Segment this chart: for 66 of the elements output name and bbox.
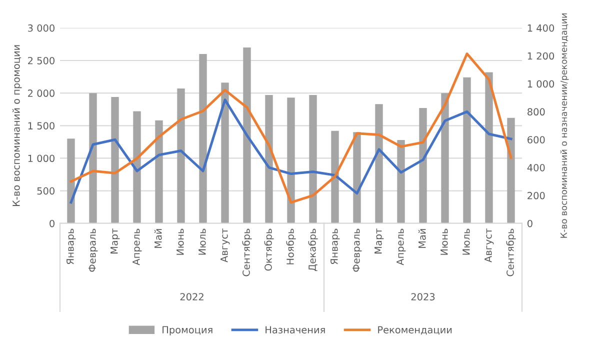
- x-tick-label: Август: [220, 228, 230, 262]
- x-tick-label: Январь: [66, 228, 76, 264]
- bar: [463, 77, 471, 224]
- x-tick-label: Март: [374, 228, 384, 254]
- legend-label: Назначения: [266, 326, 325, 334]
- y2-axis-title: К-во воспоминаний о назначении/рекомендации: [560, 13, 569, 238]
- bar: [419, 108, 427, 224]
- x-tick-label: Май: [418, 229, 426, 248]
- bar: [265, 95, 273, 224]
- x-tick-label: Декабрь: [308, 228, 318, 272]
- y2-tick-label: 800: [528, 108, 545, 116]
- bar: [441, 93, 449, 224]
- y-tick-label: 2 500: [28, 56, 54, 64]
- bar: [133, 111, 141, 224]
- bar: [485, 72, 493, 224]
- y-tick-label: 500: [37, 187, 54, 195]
- y-tick-label: 3 000: [28, 24, 54, 32]
- line-series: [70, 52, 512, 204]
- y2-tick-label: 1 200: [528, 52, 554, 60]
- bar: [221, 82, 229, 224]
- x-tick-label: Июль: [198, 228, 206, 255]
- bar: [199, 54, 207, 224]
- bar: [177, 88, 185, 224]
- x-tick-label: Апрель: [396, 228, 406, 266]
- y2-tick-label: 1 400: [528, 24, 554, 32]
- x-tick-label: Сентябрь: [506, 228, 516, 276]
- bar: [331, 130, 339, 224]
- y-tick-label: 1 000: [28, 154, 54, 162]
- x-tick-label: Ноябрь: [286, 228, 296, 264]
- y-tick-label: 1 500: [28, 122, 54, 130]
- x-tick-label: Март: [110, 228, 120, 254]
- bar: [155, 120, 163, 224]
- bar: [397, 140, 405, 224]
- x-tick-label: Апрель: [132, 228, 142, 266]
- x-tick-label: Январь: [330, 228, 340, 264]
- y2-tick-label: 200: [528, 192, 545, 200]
- y2-tick-label: 1 000: [528, 80, 554, 88]
- x-tick-label: Июнь: [176, 228, 184, 255]
- y2-tick-label: 400: [527, 164, 545, 172]
- y2-tick-label: 600: [528, 136, 545, 144]
- x-tick-label: Февраль: [352, 228, 362, 272]
- bar: [507, 118, 515, 224]
- x-tick-label: Июнь: [440, 228, 448, 255]
- bar: [287, 98, 295, 224]
- y-tick-label: 0: [50, 220, 54, 228]
- bar: [67, 138, 75, 224]
- y-axis-title: К-во воспоминаний о промоции: [12, 45, 22, 206]
- bar: [89, 93, 97, 224]
- text: 2023: [411, 293, 435, 300]
- bar: [309, 95, 317, 224]
- x-tick-label: Февраль: [88, 228, 98, 272]
- legend-label: Рекомендации: [378, 326, 452, 335]
- line-series: [70, 98, 512, 204]
- bar: [111, 96, 119, 224]
- bar: [375, 104, 383, 224]
- x-tick-label: Май: [154, 229, 162, 248]
- x-tick-label: Сентябрь: [242, 228, 252, 276]
- text: 2022: [180, 293, 204, 300]
- bar: [243, 47, 251, 224]
- y2-tick-label: 0: [528, 220, 532, 228]
- x-tick-label: Июль: [462, 228, 470, 255]
- y-tick-label: 2 000: [28, 90, 54, 97]
- bar: [353, 132, 361, 224]
- x-tick-label: Август: [484, 228, 494, 262]
- x-tick-label: Октябрь: [264, 228, 274, 271]
- legend-label: Промоция: [162, 326, 212, 336]
